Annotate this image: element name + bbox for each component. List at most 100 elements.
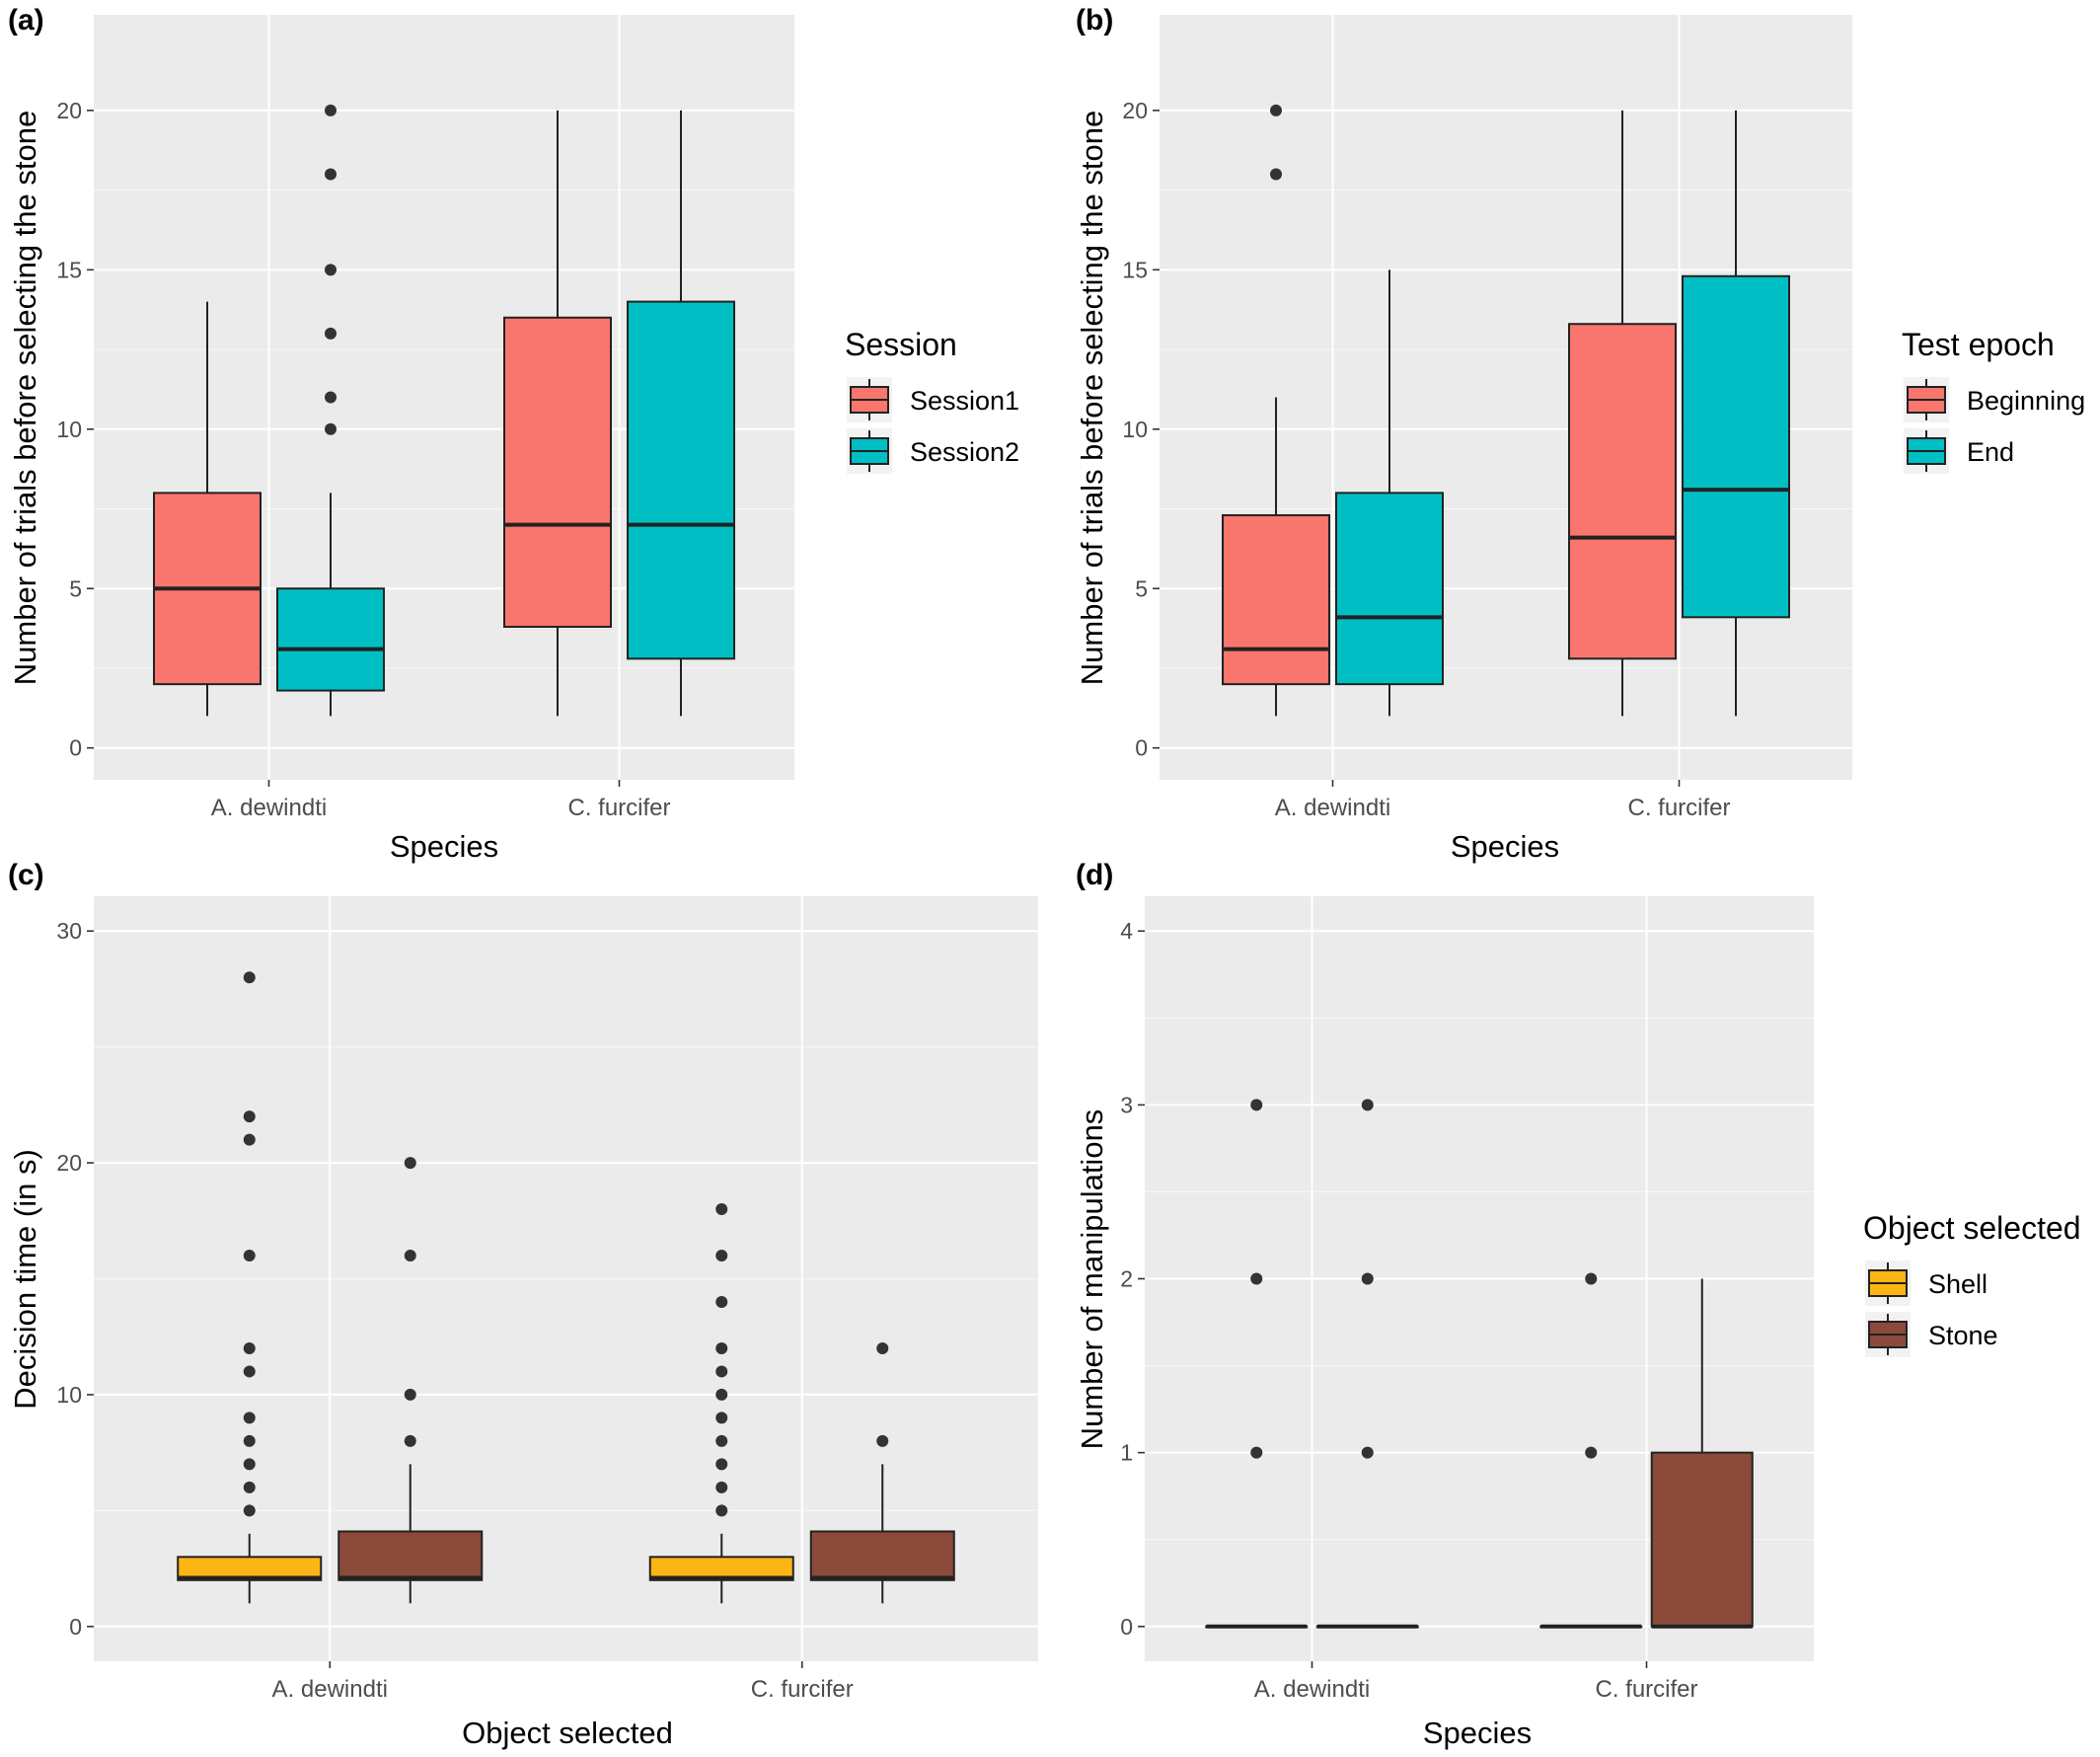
outlier-point [325, 391, 337, 404]
panel-label: (c) [8, 859, 44, 891]
outlier-point [243, 1133, 256, 1146]
outlier-point [1361, 1446, 1374, 1459]
outlier-point [325, 327, 337, 340]
outlier-point [715, 1434, 728, 1447]
y-axis-title: Number of trials before selecting the st… [1075, 111, 1109, 685]
y-tick-label: 0 [69, 735, 82, 761]
outlier-point [876, 1341, 889, 1354]
legend-label: Shell [1928, 1269, 1988, 1299]
outlier-point [1250, 1272, 1263, 1285]
legend-label: Session1 [910, 386, 1019, 416]
y-axis-title: Number of manipulations [1075, 1109, 1109, 1450]
legend-label: Stone [1928, 1321, 1998, 1350]
panel-label: (b) [1076, 4, 1113, 37]
box [1568, 323, 1677, 660]
outlier-point [325, 422, 337, 435]
x-tick-label: C. furcifer [1595, 1676, 1697, 1703]
x-axis-title: Object selected [462, 1716, 673, 1750]
outlier-point [1361, 1272, 1374, 1285]
panel-1: (a) 0 5 10 15 20 A. dewindti C. furcifer Species… [8, 4, 1019, 864]
legend: Session Session1 Session2 [845, 327, 1019, 474]
box [1650, 1451, 1754, 1628]
legend-title: Object selected [1863, 1210, 2081, 1246]
box [1682, 274, 1790, 619]
y-tick-label: 3 [1120, 1092, 1133, 1117]
outlier-point [715, 1481, 728, 1493]
outlier-point [404, 1250, 416, 1262]
box [177, 1556, 323, 1581]
y-tick-label: 10 [56, 417, 82, 442]
box [809, 1530, 955, 1581]
outlier-point [1250, 1446, 1263, 1459]
outlier-point [325, 264, 337, 276]
x-tick-label: A. dewindti [1275, 795, 1390, 821]
y-tick-label: 15 [56, 257, 82, 282]
y-tick-label: 4 [1120, 918, 1133, 944]
outlier-point [715, 1365, 728, 1378]
x-axis-title: Species [1423, 1716, 1532, 1750]
outlier-point [715, 1203, 728, 1216]
panel-4: (d) 0 1 2 3 4 A. dewindti C. furcifer Species Num… [1075, 859, 2081, 1750]
legend: Test epoch Beginning End [1902, 327, 2085, 474]
box [1335, 492, 1444, 686]
y-tick-label: 20 [1122, 98, 1148, 123]
y-tick-label: 1 [1120, 1440, 1133, 1466]
outlier-point [404, 1157, 416, 1170]
x-tick-label: A. dewindti [211, 795, 327, 821]
outlier-point [715, 1412, 728, 1424]
outlier-point [876, 1434, 889, 1447]
outlier-point [243, 1412, 256, 1424]
panel-3: (c) 0 10 20 30 A. dewindti C. furcifer Object s… [8, 859, 1038, 1750]
x-tick-label: C. furcifer [751, 1676, 854, 1703]
panel-label: (a) [8, 4, 44, 37]
box [627, 300, 735, 660]
outlier-point [243, 1365, 256, 1378]
x-tick-label: A. dewindti [272, 1676, 388, 1703]
y-tick-label: 30 [56, 918, 82, 944]
outlier-point [1585, 1272, 1598, 1285]
y-axis-title: Number of trials before selecting the st… [8, 111, 42, 685]
x-tick-label: A. dewindti [1254, 1676, 1370, 1703]
y-tick-label: 20 [56, 1150, 82, 1176]
y-tick-label: 0 [69, 1614, 82, 1640]
outlier-point [243, 1110, 256, 1123]
y-tick-label: 0 [1135, 735, 1148, 761]
outlier-point [243, 1250, 256, 1262]
outlier-point [715, 1504, 728, 1517]
legend-label: Beginning [1967, 386, 2085, 416]
box [648, 1556, 794, 1581]
legend-label: Session2 [910, 437, 1019, 467]
outlier-point [404, 1434, 416, 1447]
outlier-point [243, 971, 256, 984]
legend-label: End [1967, 437, 2014, 467]
legend-title: Test epoch [1902, 327, 2055, 362]
outlier-point [715, 1341, 728, 1354]
y-tick-label: 5 [69, 575, 82, 601]
outlier-point [1270, 104, 1282, 116]
x-axis-title: Species [1451, 829, 1559, 864]
x-tick-label: C. furcifer [567, 795, 670, 821]
box [503, 316, 612, 628]
y-tick-label: 5 [1135, 575, 1148, 601]
outlier-point [243, 1434, 256, 1447]
y-tick-label: 20 [56, 98, 82, 123]
outlier-point [1585, 1446, 1598, 1459]
outlier-point [243, 1341, 256, 1354]
legend: Object selected Shell Stone [1863, 1210, 2081, 1357]
outlier-point [404, 1388, 416, 1401]
outlier-point [1361, 1099, 1374, 1111]
outlier-point [243, 1504, 256, 1517]
y-tick-label: 0 [1120, 1614, 1133, 1640]
box [1222, 513, 1330, 686]
panel-label: (d) [1076, 859, 1113, 891]
legend-title: Session [845, 327, 957, 362]
y-axis-title: Decision time (in s) [8, 1149, 42, 1410]
outlier-point [325, 104, 337, 116]
y-tick-label: 10 [56, 1382, 82, 1408]
x-tick-label: C. furcifer [1627, 795, 1730, 821]
y-tick-label: 10 [1122, 417, 1148, 442]
outlier-point [715, 1458, 728, 1471]
box [338, 1530, 484, 1581]
outlier-point [243, 1481, 256, 1493]
